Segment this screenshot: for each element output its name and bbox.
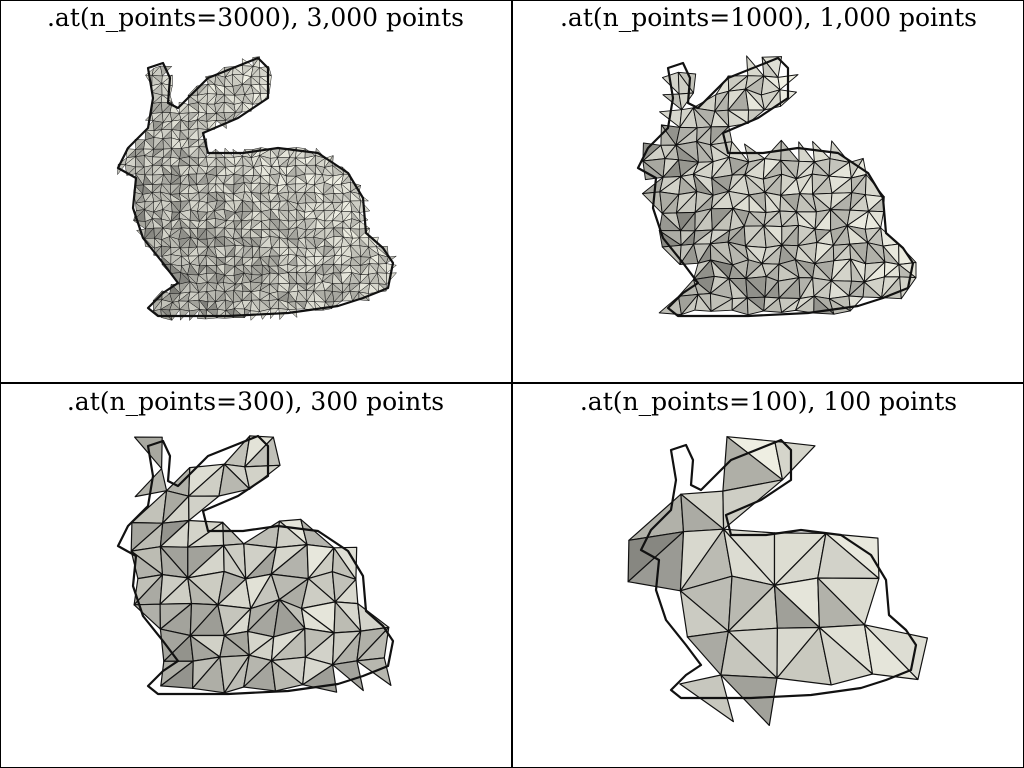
mesh-triangle — [798, 141, 815, 163]
mesh-triangle — [232, 111, 243, 121]
bunny-mesh-100 — [627, 436, 928, 726]
mesh-triangle — [641, 191, 663, 214]
mesh-triangle — [727, 109, 749, 128]
mesh-triangle — [332, 660, 364, 692]
mesh-triangle — [746, 297, 765, 316]
mesh-triangle — [222, 521, 245, 546]
mesh-triangle — [747, 109, 765, 124]
mesh-triangle — [243, 520, 281, 549]
mesh-triangle — [133, 603, 161, 630]
panel-300-points: .at(n_points=300), 300 points — [0, 384, 511, 768]
mesh-triangle — [188, 495, 220, 522]
mesh-silhouette — [116, 56, 395, 318]
panel-1000-points: .at(n_points=1000), 1,000 points — [513, 0, 1024, 382]
mesh-silhouette — [116, 434, 395, 696]
mesh-faces — [130, 435, 392, 694]
bunny-mesh-1000 — [636, 55, 917, 318]
bunny-mesh-3000 — [116, 56, 397, 321]
panel-title: .at(n_points=3000), 3,000 points — [46, 3, 465, 32]
panel-3000-points: .at(n_points=3000), 3,000 points — [0, 0, 511, 382]
vertical-divider — [511, 0, 513, 768]
mesh-triangle — [270, 659, 304, 692]
mesh-triangle — [179, 309, 190, 321]
mesh-faces — [117, 56, 397, 321]
mesh-triangle — [818, 626, 874, 686]
panel-100-points: .at(n_points=100), 100 points — [513, 384, 1024, 768]
mesh-triangle — [218, 463, 251, 497]
mesh-silhouette — [636, 56, 915, 318]
mesh-triangle — [244, 464, 281, 490]
mesh-triangle — [678, 92, 694, 111]
mesh-triangle — [720, 674, 778, 726]
mesh-triangle — [160, 309, 173, 321]
mesh-triangle — [331, 300, 343, 309]
panel-title: .at(n_points=100), 100 points — [579, 387, 958, 416]
mesh-triangle — [244, 308, 251, 318]
panel-title: .at(n_points=300), 300 points — [66, 387, 445, 416]
horizontal-divider — [0, 382, 1024, 384]
mesh-triangle — [295, 301, 305, 310]
bunny-mesh-300 — [116, 434, 395, 696]
mesh-faces — [627, 436, 928, 726]
mesh-triangle — [862, 281, 883, 299]
panel-title: .at(n_points=1000), 1,000 points — [559, 3, 978, 32]
mesh-triangle — [848, 295, 864, 312]
mesh-triangle — [774, 440, 816, 481]
mesh-triangle — [694, 293, 712, 312]
mesh-silhouette — [639, 438, 918, 700]
